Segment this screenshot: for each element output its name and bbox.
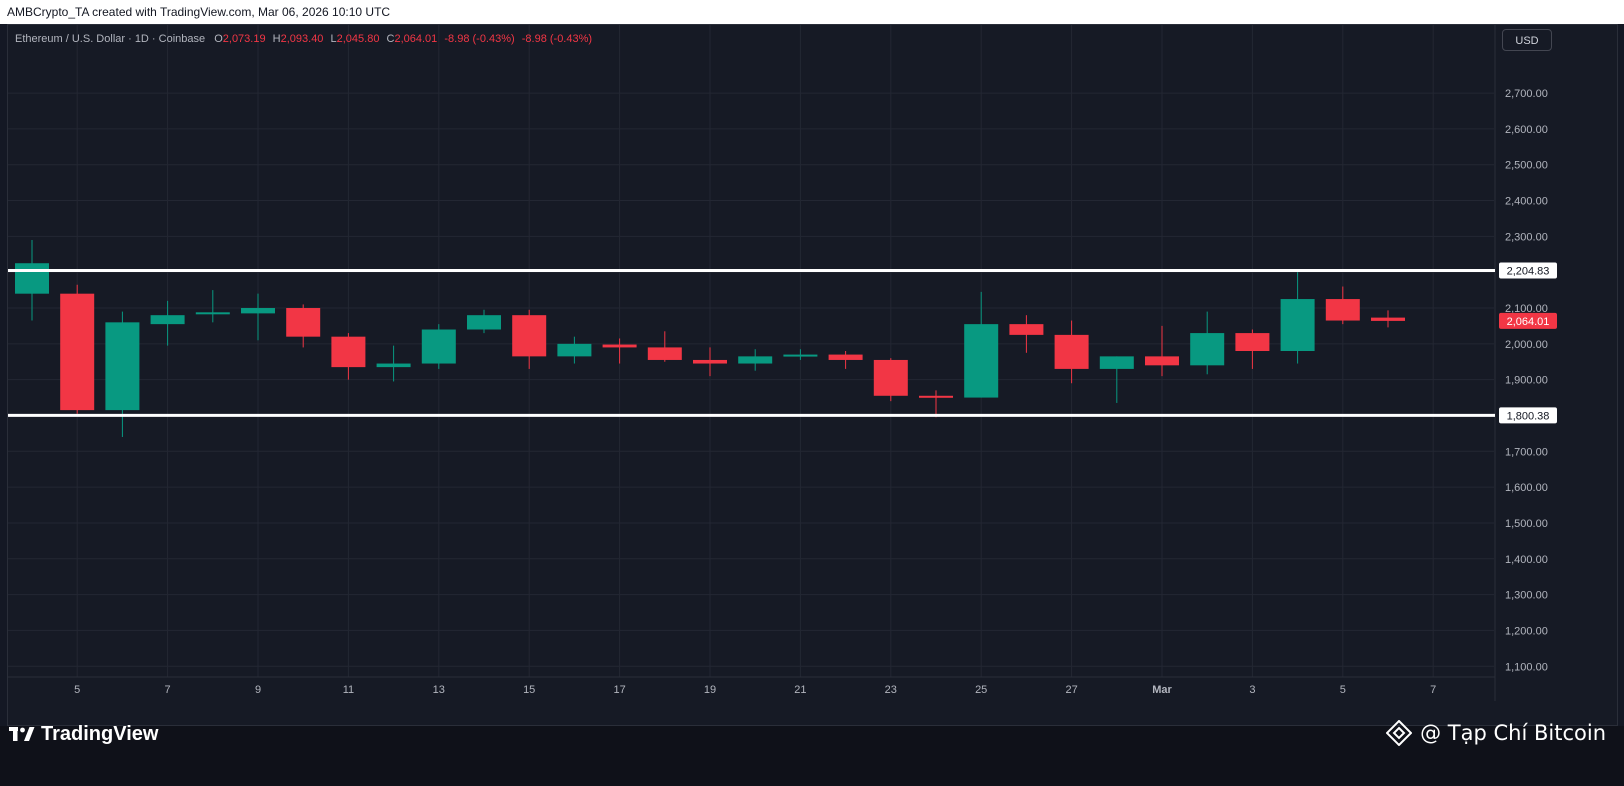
x-tick-label: 9 xyxy=(255,684,261,696)
y-tick-label: 1,100.00 xyxy=(1505,661,1548,673)
open-label: O xyxy=(214,33,223,45)
candle-body-down xyxy=(919,395,953,398)
x-tick-label: 19 xyxy=(704,684,716,696)
low-label: L xyxy=(330,33,337,45)
y-tick-label: 1,500.00 xyxy=(1505,518,1548,530)
x-tick-label: 23 xyxy=(885,684,897,696)
high-label: H xyxy=(272,33,281,45)
symbol-name: Ethereum / U.S. Dollar · 1D · Coinbase xyxy=(15,33,206,45)
low-value: 2,045.80 xyxy=(336,33,380,45)
candle-body-up xyxy=(421,329,456,364)
x-tick-label: 7 xyxy=(165,684,171,696)
binance-diamond-icon xyxy=(1386,720,1413,746)
tradingview-logo-text: TradingView xyxy=(41,722,159,745)
candle-body-up xyxy=(964,324,999,398)
last-price-tag xyxy=(1499,312,1557,329)
x-tick-label: 5 xyxy=(1340,684,1346,696)
attribution-bar: AMBCrypto_TA created with TradingView.co… xyxy=(0,0,1624,24)
watermark-text: @ Tạp Chí Bitcoin xyxy=(1420,721,1606,745)
candle-body-up xyxy=(376,363,411,368)
close-value: 2,064.01 xyxy=(394,33,438,45)
candle-body-up xyxy=(15,263,49,294)
x-tick-label: 5 xyxy=(74,684,80,696)
y-tick-label: 1,400.00 xyxy=(1505,554,1548,566)
candle-body-down xyxy=(286,308,321,337)
change-value: -8.98 (-0.43%) xyxy=(444,33,515,45)
high-value: 2,093.40 xyxy=(280,33,324,45)
y-tick-label: 1,300.00 xyxy=(1505,590,1548,602)
open-value: 2,073.19 xyxy=(222,33,266,45)
candle-body-up xyxy=(557,343,592,357)
candle-body-up xyxy=(1280,299,1315,351)
level-price-tag xyxy=(1499,407,1557,424)
symbol-legend: Ethereum / U.S. Dollar · 1D · Coinbase O… xyxy=(15,33,592,45)
close-label: C xyxy=(386,33,395,45)
candle-body-down xyxy=(828,354,863,360)
candle-body-down xyxy=(1145,356,1179,366)
candle-body-down xyxy=(512,315,547,357)
candle-body-up xyxy=(1190,333,1225,366)
chart-panel[interactable] xyxy=(7,24,1618,726)
candle-body-up xyxy=(241,308,275,314)
candle-body-down xyxy=(1325,299,1360,321)
x-tick-label: 15 xyxy=(523,684,535,696)
change-percent: -8.98 (-0.43%) xyxy=(521,33,593,45)
tradingview-logo[interactable]: TradingView xyxy=(9,722,158,746)
y-tick-label: 1,700.00 xyxy=(1505,446,1548,458)
candle-body-down xyxy=(1235,333,1270,351)
x-tick-label: 25 xyxy=(975,684,987,696)
x-tick-label: 11 xyxy=(343,684,354,696)
x-tick-label: 21 xyxy=(794,684,806,696)
candle-body-up xyxy=(738,356,773,364)
candle-body-down xyxy=(1009,324,1044,335)
y-tick-label: 2,000.00 xyxy=(1505,339,1548,351)
x-tick-label: 13 xyxy=(433,684,445,696)
level-price-tag xyxy=(1499,262,1557,279)
y-tick-label: 2,500.00 xyxy=(1505,160,1548,172)
y-tick-label: 2,600.00 xyxy=(1505,124,1548,136)
level-price-label: 2,204.83 xyxy=(1507,265,1550,277)
attribution-text: AMBCrypto_TA created with TradingView.co… xyxy=(7,5,391,19)
x-tick-label: 27 xyxy=(1065,684,1077,696)
level-price-label: 1,800.38 xyxy=(1507,410,1550,422)
candle-body-down xyxy=(1371,317,1405,321)
currency-button[interactable]: USD xyxy=(1502,29,1552,51)
y-tick-label: 2,100.00 xyxy=(1505,303,1548,315)
x-tick-label: Mar xyxy=(1152,684,1172,696)
x-tick-label: 3 xyxy=(1249,684,1255,696)
candle-body-down xyxy=(602,344,637,348)
candle-body-down xyxy=(60,293,95,411)
candle-body-up xyxy=(467,315,501,330)
x-tick-label: 17 xyxy=(613,684,625,696)
footer-bar xyxy=(0,726,1624,786)
candle-body-down xyxy=(873,359,908,396)
last-price-label: 2,064.01 xyxy=(1507,316,1550,328)
y-tick-label: 2,700.00 xyxy=(1505,88,1548,100)
candle-body-up xyxy=(1099,356,1134,369)
y-tick-label: 1,900.00 xyxy=(1505,375,1548,387)
y-tick-label: 1,600.00 xyxy=(1505,482,1548,494)
candle-body-down xyxy=(331,336,366,368)
y-tick-label: 2,300.00 xyxy=(1505,231,1548,243)
watermark: @ Tạp Chí Bitcoin xyxy=(1386,720,1606,746)
tradingview-logo-icon xyxy=(9,727,35,741)
y-tick-label: 1,200.00 xyxy=(1505,625,1548,637)
x-tick-label: 7 xyxy=(1430,684,1436,696)
candle-body-up xyxy=(150,315,185,325)
candle-body-down xyxy=(693,359,727,364)
candle-body-down xyxy=(1054,334,1089,369)
candle-body-down xyxy=(647,347,682,360)
candle-body-up xyxy=(783,354,818,357)
y-tick-label: 2,400.00 xyxy=(1505,196,1548,208)
candle-body-up xyxy=(105,322,140,411)
candle-body-up xyxy=(195,312,230,315)
